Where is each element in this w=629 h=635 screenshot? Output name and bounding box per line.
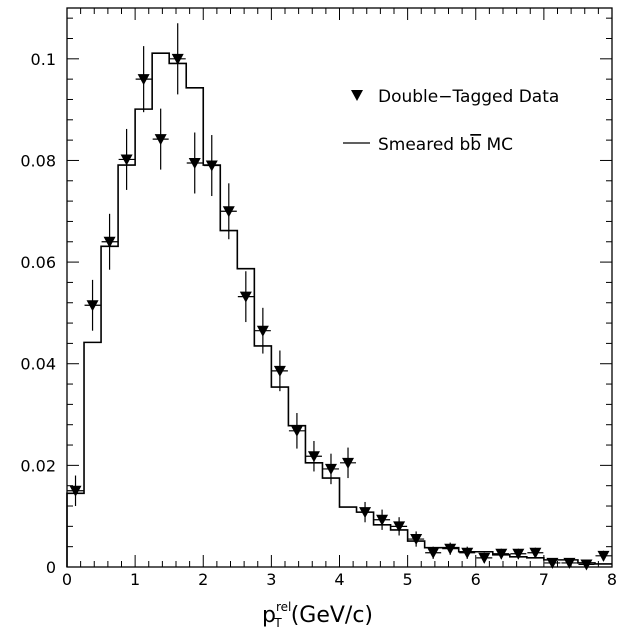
data-marker-triangle bbox=[376, 514, 389, 526]
data-marker-triangle bbox=[478, 552, 491, 564]
data-point bbox=[476, 552, 493, 564]
data-marker-triangle bbox=[239, 291, 252, 303]
data-marker-triangle bbox=[427, 547, 440, 559]
x-tick-label: 1 bbox=[130, 570, 140, 589]
mc-histogram-line bbox=[66, 52, 612, 567]
y-tick-label: 0.08 bbox=[20, 151, 56, 170]
data-marker-triangle bbox=[120, 154, 133, 166]
y-tick-label: 0.1 bbox=[31, 50, 56, 69]
y-tick-label: 0 bbox=[46, 558, 56, 577]
legend-data-marker bbox=[351, 90, 363, 101]
data-point bbox=[101, 213, 118, 270]
x-axis-label: prel T (GeV/c) bbox=[262, 600, 373, 630]
data-marker-triangle bbox=[324, 463, 337, 475]
data-marker-triangle bbox=[154, 134, 167, 146]
data-point bbox=[305, 440, 322, 472]
data-marker-triangle bbox=[342, 457, 355, 469]
data-point bbox=[322, 453, 339, 485]
data-point bbox=[408, 531, 425, 547]
data-marker-triangle bbox=[137, 74, 150, 86]
x-tick-label: 5 bbox=[403, 570, 413, 589]
data-marker-triangle bbox=[580, 559, 593, 571]
data-point bbox=[254, 307, 271, 354]
data-marker-triangle bbox=[546, 557, 559, 569]
data-point bbox=[527, 547, 544, 559]
mc-histogram-layer bbox=[66, 52, 612, 567]
data-point bbox=[271, 350, 288, 392]
data-points-layer bbox=[67, 23, 612, 571]
data-point bbox=[374, 509, 391, 530]
legend: Double−Tagged Data Smeared bb MC bbox=[343, 87, 559, 155]
data-marker-triangle bbox=[103, 236, 116, 248]
x-tick-label: 3 bbox=[266, 570, 276, 589]
data-marker-triangle bbox=[495, 548, 508, 560]
data-point bbox=[595, 550, 612, 562]
data-point bbox=[510, 548, 527, 560]
y-tick-label: 0.06 bbox=[20, 253, 56, 272]
data-point bbox=[67, 475, 84, 507]
data-marker-triangle bbox=[290, 425, 303, 437]
data-marker-triangle bbox=[512, 548, 525, 560]
x-tick-label: 7 bbox=[539, 570, 549, 589]
data-marker-triangle bbox=[69, 485, 82, 497]
data-marker-triangle bbox=[273, 365, 286, 377]
data-point bbox=[493, 548, 510, 560]
data-point bbox=[237, 271, 254, 323]
data-point bbox=[578, 559, 595, 571]
data-point bbox=[152, 108, 169, 170]
data-point bbox=[288, 413, 305, 449]
data-marker-triangle bbox=[171, 53, 184, 65]
data-point bbox=[425, 546, 442, 559]
x-tick-label: 4 bbox=[334, 570, 344, 589]
data-marker-triangle bbox=[410, 534, 423, 546]
x-tick-label: 2 bbox=[198, 570, 208, 589]
data-point bbox=[357, 501, 374, 523]
data-marker-triangle bbox=[188, 157, 201, 169]
data-point bbox=[442, 542, 459, 555]
data-point bbox=[544, 557, 561, 569]
data-marker-triangle bbox=[307, 451, 320, 463]
y-tick-label: 0.04 bbox=[20, 355, 56, 374]
data-point bbox=[84, 279, 101, 331]
data-marker-triangle bbox=[359, 507, 372, 519]
data-point bbox=[220, 183, 237, 240]
data-point bbox=[340, 447, 357, 479]
legend-mc-label: Smeared bb MC bbox=[378, 135, 513, 155]
legend-data-label: Double−Tagged Data bbox=[378, 87, 559, 107]
data-marker-triangle bbox=[222, 206, 235, 218]
x-tick-label: 0 bbox=[62, 570, 72, 589]
data-marker-triangle bbox=[529, 547, 542, 559]
x-tick-label: 6 bbox=[471, 570, 481, 589]
data-marker-triangle bbox=[86, 300, 99, 312]
data-point bbox=[561, 557, 578, 569]
data-marker-triangle bbox=[461, 547, 474, 559]
data-marker-triangle bbox=[444, 543, 457, 555]
data-point bbox=[135, 46, 152, 113]
data-marker-triangle bbox=[563, 557, 576, 569]
x-tick-label: 8 bbox=[607, 570, 617, 589]
data-point bbox=[169, 23, 186, 95]
data-point bbox=[391, 517, 408, 536]
data-point bbox=[186, 132, 203, 194]
data-marker-triangle bbox=[256, 325, 269, 337]
data-point bbox=[118, 128, 135, 190]
axes-layer: 0 1 2 3 4 5 6 7 8 0 0.02 0.04 0.06 0.08 0.1 bbox=[20, 7, 617, 589]
data-marker-triangle bbox=[205, 160, 218, 172]
data-point bbox=[459, 546, 476, 559]
data-point bbox=[203, 135, 220, 197]
y-tick-label: 0.02 bbox=[20, 456, 56, 475]
data-marker-triangle bbox=[597, 550, 610, 562]
data-marker-triangle bbox=[393, 521, 406, 533]
